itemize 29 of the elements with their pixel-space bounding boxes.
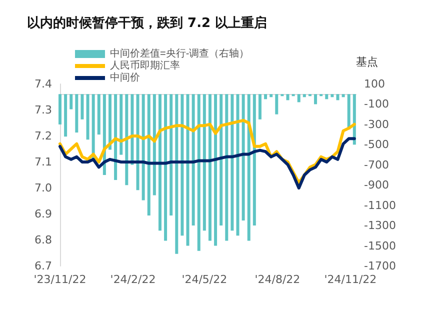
y-tick-label: 7.2 — [34, 130, 52, 142]
y-tick-label: 6.7 — [34, 260, 52, 272]
y2-tick-label: -500 — [364, 138, 389, 152]
y2-tick-label: -1100 — [364, 198, 396, 212]
legend-label: 人民币即期汇率 — [110, 60, 180, 72]
chart-title: 以内的时候暂停干预，跌到 7.2 以上重启 — [27, 15, 268, 31]
y2-tick-label: 100 — [364, 78, 385, 90]
y2-tick-label: -700 — [364, 158, 389, 172]
y2-tick-label: -1700 — [364, 260, 396, 272]
y-tick-label: 7.1 — [34, 156, 52, 168]
y-tick-label: 7.3 — [34, 104, 52, 116]
legend-label: 中间价 — [110, 72, 140, 84]
x-tick-label: '24/8/22 — [254, 273, 300, 286]
y2-tick-label: -1500 — [364, 239, 396, 252]
y2-axis-title: 基点 — [356, 56, 378, 68]
y-tick-label: 6.8 — [34, 234, 52, 246]
y-tick-label: 7.4 — [34, 78, 52, 90]
y2-tick-label: -100 — [364, 98, 389, 111]
x-tick-label: '24/11/22 — [324, 273, 377, 286]
line-series — [58, 137, 356, 190]
legend-label: 中间价差值=央行-调查（右轴） — [110, 48, 250, 60]
y-tick-label: 6.9 — [34, 208, 52, 220]
x-tick-label: '24/2/22 — [110, 273, 156, 286]
y2-tick-label: -300 — [364, 118, 389, 131]
y-tick-label: 7.0 — [34, 182, 52, 194]
x-tick-label: '24/5/22 — [182, 273, 228, 286]
y2-tick-label: -1300 — [364, 219, 396, 232]
y2-tick-label: -900 — [364, 178, 389, 192]
x-tick-label: '23/11/22 — [34, 273, 86, 286]
